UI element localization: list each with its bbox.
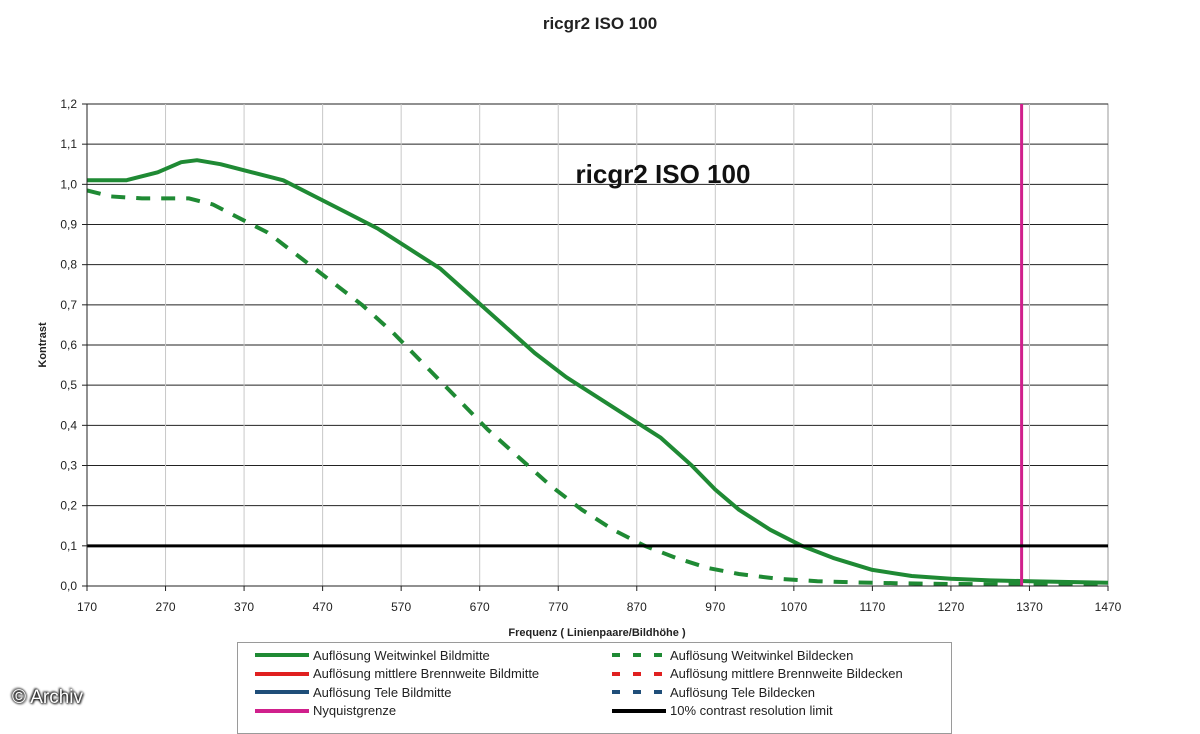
legend-label: Auflösung Tele Bildecken — [670, 684, 816, 700]
watermark: © Archiv — [12, 687, 84, 708]
legend-swatch — [612, 690, 666, 694]
y-tick-label: 0,5 — [60, 378, 77, 392]
y-tick-label: 0,7 — [60, 298, 77, 312]
x-axis-title: Frequenz ( Linienpaare/Bildhöhe ) — [508, 627, 686, 639]
x-tick-label: 870 — [627, 600, 647, 614]
legend-label: Auflösung Weitwinkel Bildmitte — [313, 647, 490, 663]
x-tick-label: 1170 — [859, 600, 885, 614]
legend-swatch — [612, 671, 666, 676]
y-tick-label: 0,2 — [60, 499, 77, 513]
x-tick-label: 370 — [234, 600, 254, 614]
legend-item: Nyquistgrenze — [253, 702, 396, 720]
series-line-1 — [86, 188, 1108, 587]
y-tick-label: 1,0 — [60, 177, 77, 191]
chart: 0,0 0,1 0,2 0,3 0,4 0,5 0,6 0,7 0,8 0,9 1,0 1,1 1,2 1… — [37, 97, 1122, 639]
y-tick-label: 0,4 — [60, 418, 77, 432]
x-tick-label: 1070 — [780, 600, 807, 614]
y-tick-label: 1,2 — [60, 97, 77, 111]
reference-lines — [87, 104, 1108, 586]
x-tick-label: 570 — [391, 600, 411, 614]
legend-swatch — [255, 708, 309, 713]
x-tick-label: 1470 — [1095, 600, 1122, 614]
x-tick-label: 1370 — [1016, 600, 1043, 614]
legend-item: Auflösung Weitwinkel Bildecken — [610, 646, 853, 664]
x-tick-label: 670 — [470, 600, 490, 614]
grid — [86, 103, 1109, 587]
legend-swatch — [255, 690, 309, 694]
x-tick-label: 1270 — [938, 600, 965, 614]
y-tick-label: 0,6 — [60, 338, 77, 352]
y-tick-label: 0,1 — [60, 539, 77, 553]
inner-chart-title: ricgr2 ISO 100 — [576, 159, 751, 189]
legend: Auflösung Weitwinkel Bildmitte Auflösung … — [237, 642, 952, 734]
x-tick-label: 770 — [548, 600, 568, 614]
y-tick-label: 0,0 — [60, 579, 77, 593]
y-tick-label: 0,8 — [60, 258, 77, 272]
axes: 0,0 0,1 0,2 0,3 0,4 0,5 0,6 0,7 0,8 0,9 1,0 1,1 1,2 1… — [60, 97, 1121, 614]
series-layer — [86, 158, 1109, 587]
y-axis-title: Kontrast — [37, 322, 49, 368]
legend-item: Auflösung Tele Bildecken — [610, 683, 815, 701]
y-tick-label: 0,9 — [60, 218, 77, 232]
legend-label: Auflösung Tele Bildmitte — [313, 684, 452, 700]
legend-swatch — [255, 671, 309, 676]
legend-item: 10% contrast resolution limit — [610, 702, 833, 720]
legend-swatch — [612, 708, 666, 713]
legend-swatch — [612, 653, 666, 657]
legend-label: Auflösung Weitwinkel Bildecken — [670, 647, 854, 663]
legend-label: Auflösung mittlere Brennweite Bildmitte — [313, 666, 540, 681]
x-tick-label: 270 — [156, 600, 176, 614]
legend-label: 10% contrast resolution limit — [670, 703, 833, 718]
series-line-0 — [87, 158, 1109, 585]
y-tick-label: 1,1 — [60, 137, 77, 151]
page-title: ricgr2 ISO 100 — [542, 14, 658, 33]
y-tick-label: 0,3 — [60, 459, 77, 473]
legend-item: Auflösung Tele Bildmitte — [253, 683, 452, 701]
legend-item: Auflösung mittlere Brennweite Bildecken — [610, 665, 903, 683]
legend-label: Auflösung mittlere Brennweite Bildecken — [670, 666, 903, 681]
legend-swatch — [255, 653, 309, 657]
x-tick-label: 170 — [77, 600, 97, 614]
x-tick-label: 970 — [705, 600, 725, 614]
x-tick-label: 470 — [313, 600, 333, 614]
legend-item: Auflösung Weitwinkel Bildmitte — [253, 646, 490, 664]
legend-item: Auflösung mittlere Brennweite Bildmitte — [253, 665, 539, 683]
legend-label: Nyquistgrenze — [313, 703, 397, 718]
